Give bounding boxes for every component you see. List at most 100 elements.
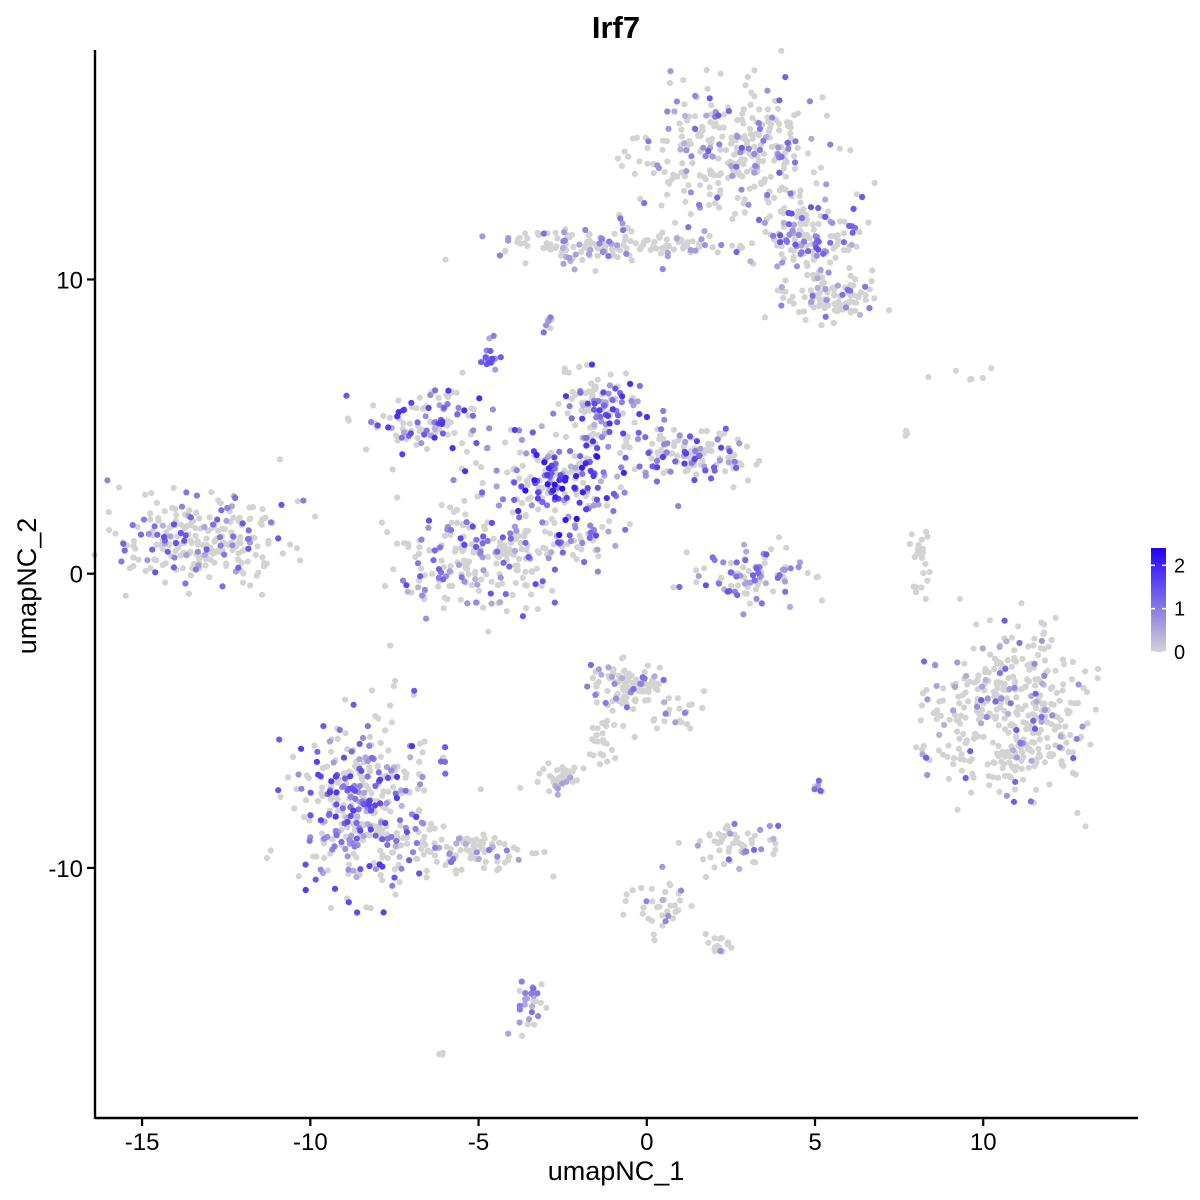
data-point <box>297 557 304 564</box>
x-axis-label: umapNC_1 <box>548 1156 685 1186</box>
data-point <box>717 832 724 839</box>
data-point <box>744 73 751 81</box>
data-point <box>771 157 778 164</box>
data-point <box>326 738 333 745</box>
data-point <box>706 191 713 198</box>
data-point <box>357 827 364 834</box>
data-point <box>988 365 995 372</box>
data-point <box>587 522 594 529</box>
data-point <box>166 524 173 531</box>
data-point <box>643 898 650 905</box>
data-point <box>517 449 524 456</box>
data-point <box>366 733 374 741</box>
data-point <box>1049 712 1056 719</box>
data-point <box>1036 736 1043 743</box>
data-point <box>486 425 493 432</box>
data-point <box>724 825 732 832</box>
data-point <box>383 800 390 807</box>
data-point <box>717 146 724 153</box>
data-point <box>569 551 577 559</box>
data-point <box>414 434 421 442</box>
data-point <box>954 659 961 666</box>
data-point <box>533 565 540 572</box>
data-point <box>810 226 817 233</box>
data-point <box>151 523 158 530</box>
data-point <box>649 463 656 470</box>
data-point <box>539 578 546 585</box>
data-point <box>622 694 629 701</box>
data-point <box>594 725 601 732</box>
data-point <box>751 183 758 190</box>
data-point <box>214 516 221 523</box>
data-point <box>617 449 624 457</box>
data-point <box>634 398 641 405</box>
data-point <box>594 546 601 553</box>
data-point <box>556 477 563 484</box>
data-point <box>1018 600 1025 607</box>
data-point <box>472 570 479 577</box>
data-point <box>667 902 674 909</box>
data-point <box>459 440 466 447</box>
data-point <box>427 392 434 399</box>
data-point <box>368 754 376 761</box>
data-point <box>543 1004 550 1011</box>
data-point <box>600 752 607 759</box>
data-point <box>318 830 326 837</box>
data-point <box>557 252 565 259</box>
data-point <box>239 520 246 527</box>
data-point <box>628 257 635 264</box>
data-point <box>490 535 497 542</box>
data-point <box>661 416 668 423</box>
data-point <box>759 157 767 165</box>
data-point <box>413 405 420 412</box>
data-point <box>751 577 758 584</box>
data-point <box>996 643 1003 651</box>
data-point <box>389 849 396 856</box>
data-point <box>846 264 853 271</box>
data-point <box>745 201 752 208</box>
data-point <box>579 470 586 477</box>
data-point <box>203 535 210 542</box>
data-point <box>149 546 156 553</box>
data-point <box>672 719 679 726</box>
data-point <box>1082 668 1089 675</box>
data-point <box>496 839 503 846</box>
data-point <box>1052 667 1059 674</box>
data-point <box>500 559 507 566</box>
data-point <box>835 236 842 243</box>
data-point <box>453 389 460 396</box>
data-point <box>247 515 254 522</box>
data-point <box>593 496 601 503</box>
data-point <box>487 590 494 597</box>
data-point <box>627 238 634 245</box>
data-point <box>978 720 985 727</box>
data-point <box>408 399 415 406</box>
data-point <box>381 582 389 590</box>
data-point <box>665 912 672 920</box>
data-point <box>511 479 518 486</box>
data-point <box>651 716 658 723</box>
data-point <box>742 557 749 564</box>
data-point <box>588 361 596 368</box>
data-point <box>421 738 428 745</box>
data-point <box>764 106 772 113</box>
data-point <box>619 700 626 707</box>
data-point <box>924 696 931 703</box>
data-point <box>638 243 645 250</box>
data-point <box>122 592 129 599</box>
data-point <box>333 832 340 839</box>
data-point <box>742 82 749 89</box>
data-point <box>614 419 621 426</box>
data-point <box>516 1002 523 1010</box>
data-point <box>816 302 823 310</box>
data-point <box>147 510 154 517</box>
data-point <box>519 574 526 582</box>
colorbar <box>1151 548 1166 652</box>
data-point <box>699 123 706 130</box>
data-point <box>645 915 652 922</box>
data-point <box>775 822 782 830</box>
data-point <box>601 402 608 409</box>
data-point <box>587 467 594 475</box>
data-point <box>859 193 866 201</box>
data-point <box>740 106 747 113</box>
